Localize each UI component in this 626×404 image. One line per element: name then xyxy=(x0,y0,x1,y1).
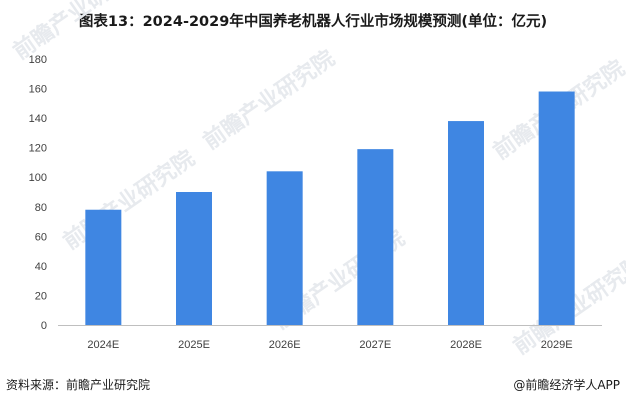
x-tick-label: 2029E xyxy=(541,339,573,351)
y-tick-label: 0 xyxy=(41,320,47,332)
plot-area: 0 20 40 60 80 100 120 140 160 180 2024E 2025E 2026E 2… xyxy=(29,54,602,351)
source-note: 资料来源：前瞻产业研究院 xyxy=(6,378,151,392)
chart-title: 图表13：2024-2029年中国养老机器人行业市场规模预测(单位：亿元) xyxy=(78,14,548,30)
x-tick-label: 2024E xyxy=(87,339,119,351)
y-tick-label: 100 xyxy=(29,172,47,184)
y-tick-label: 80 xyxy=(35,202,47,214)
x-tick-label: 2026E xyxy=(269,339,301,351)
bar-2028E xyxy=(448,121,484,325)
bar-2025E xyxy=(176,192,212,325)
x-tick-label: 2027E xyxy=(359,339,391,351)
x-tick-label: 2025E xyxy=(178,339,210,351)
brand-credit: @前瞻经济学人APP xyxy=(513,378,620,392)
watermark-text: 前瞻产业研究院 xyxy=(199,45,340,155)
bar-2026E xyxy=(266,171,303,325)
bar-2024E xyxy=(85,209,122,325)
y-tick-label: 180 xyxy=(29,54,47,66)
y-tick-label: 120 xyxy=(29,143,47,155)
x-tick-label: 2028E xyxy=(450,339,482,351)
y-tick-label: 140 xyxy=(29,113,47,125)
bar-2029E xyxy=(538,91,575,325)
y-tick-label: 160 xyxy=(29,84,47,96)
y-tick-label: 40 xyxy=(35,261,47,273)
bar-2027E xyxy=(357,149,394,325)
y-tick-label: 20 xyxy=(35,290,47,302)
y-tick-label: 60 xyxy=(35,231,47,243)
